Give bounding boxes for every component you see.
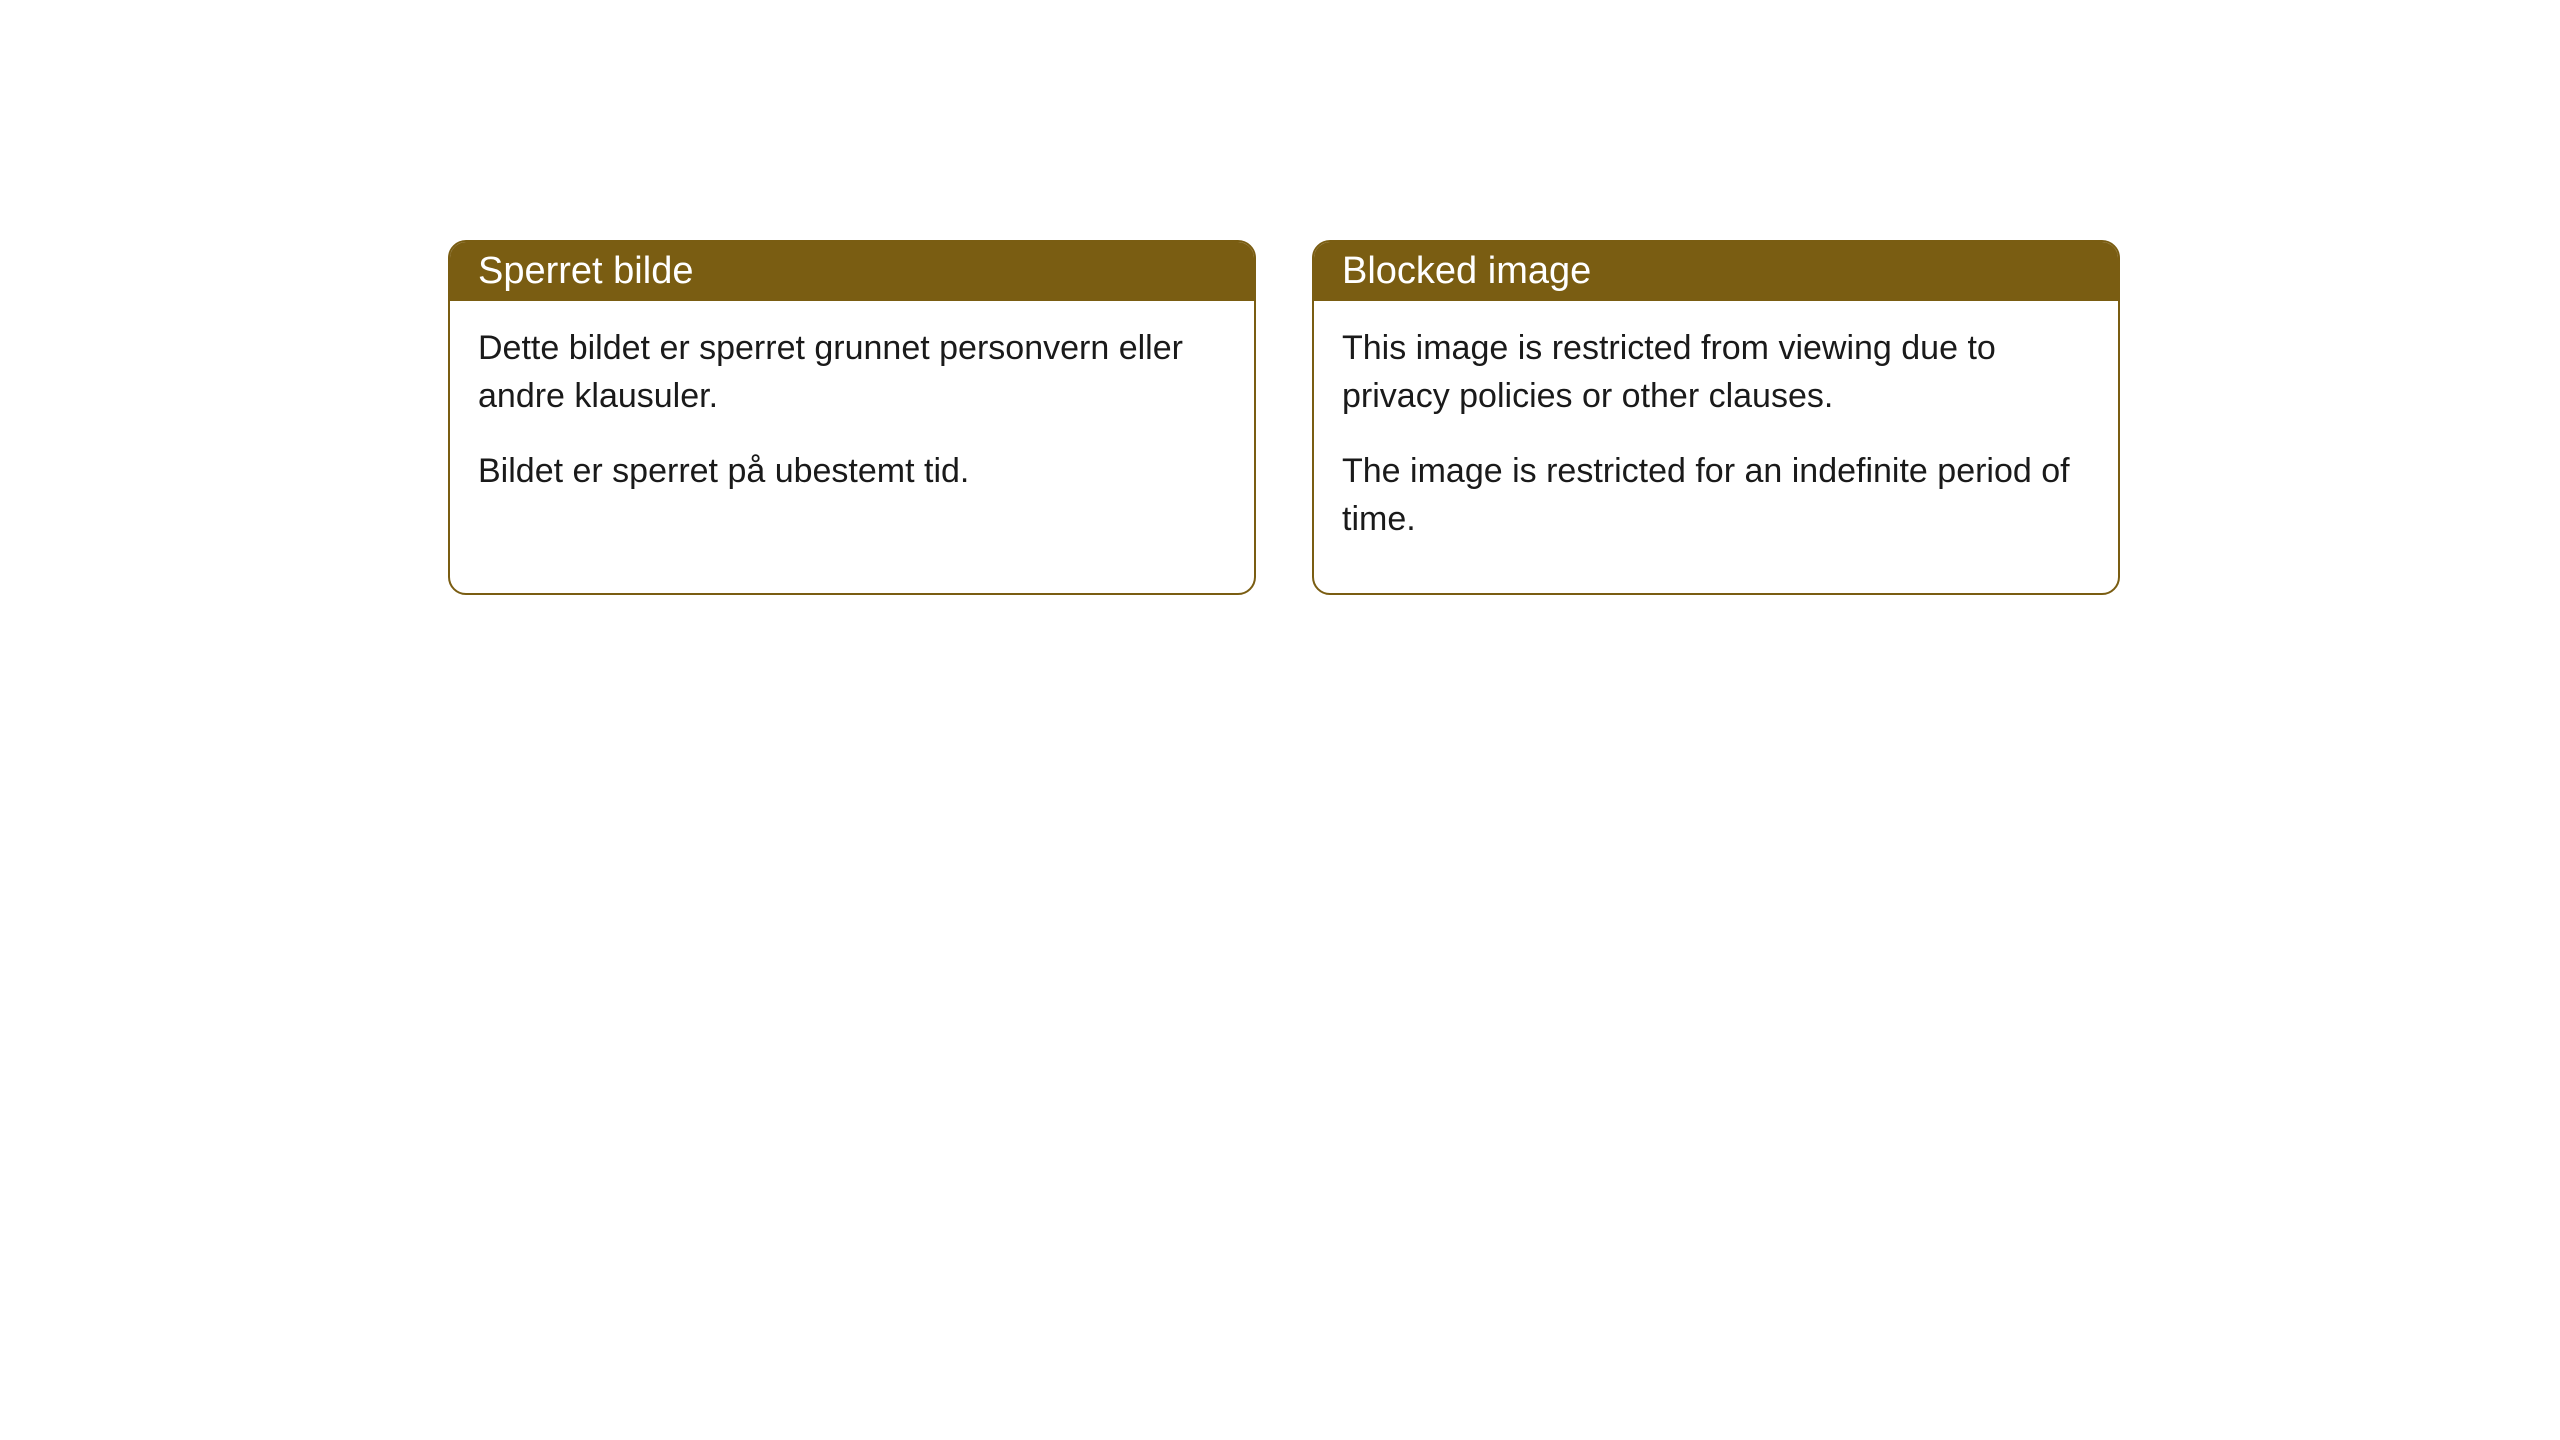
card-body: Dette bildet er sperret grunnet personve… [450, 301, 1254, 546]
card-body-paragraph: This image is restricted from viewing du… [1342, 325, 2090, 420]
notice-cards-container: Sperret bilde Dette bildet er sperret gr… [448, 240, 2120, 595]
card-title: Blocked image [1342, 250, 1591, 292]
card-body: This image is restricted from viewing du… [1314, 301, 2118, 593]
card-body-paragraph: Dette bildet er sperret grunnet personve… [478, 325, 1226, 420]
notice-card-english: Blocked image This image is restricted f… [1312, 240, 2120, 595]
card-title: Sperret bilde [478, 250, 693, 292]
notice-card-norwegian: Sperret bilde Dette bildet er sperret gr… [448, 240, 1256, 595]
card-header: Blocked image [1314, 242, 2118, 301]
card-body-paragraph: The image is restricted for an indefinit… [1342, 448, 2090, 543]
card-header: Sperret bilde [450, 242, 1254, 301]
card-body-paragraph: Bildet er sperret på ubestemt tid. [478, 448, 1226, 496]
